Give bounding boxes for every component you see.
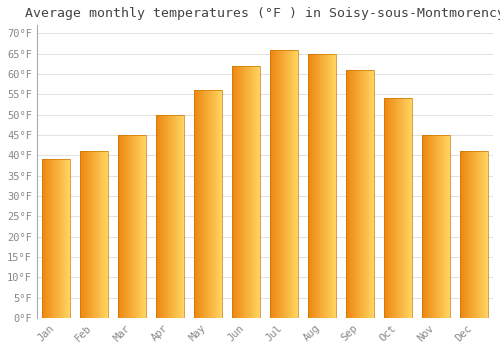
Bar [422, 135, 450, 318]
Bar [384, 98, 412, 318]
Bar [194, 90, 222, 318]
Bar [118, 135, 146, 318]
Bar [232, 66, 260, 318]
Bar [460, 151, 488, 318]
Bar [42, 159, 70, 318]
Bar [270, 50, 298, 318]
Bar [156, 115, 184, 318]
Bar [308, 54, 336, 318]
Title: Average monthly temperatures (°F ) in Soisy-sous-Montmorency: Average monthly temperatures (°F ) in So… [25, 7, 500, 20]
Bar [346, 70, 374, 318]
Bar [80, 151, 108, 318]
